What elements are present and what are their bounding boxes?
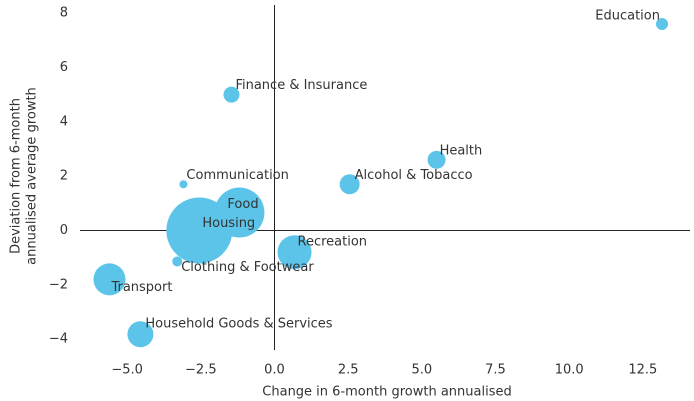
y-tick-label: 2 — [60, 169, 68, 184]
point-label: Health — [440, 143, 483, 158]
bubble — [179, 180, 188, 189]
point-label: Recreation — [298, 235, 368, 250]
x-axis-label: Change in 6-month growth annualised — [262, 385, 511, 400]
x-tick-label: 2.5 — [338, 363, 359, 378]
y-axis-label: Deviation from 6-month — [9, 98, 24, 254]
y-tick-label: 0 — [60, 223, 68, 238]
x-tick-label: −2.5 — [185, 363, 217, 378]
x-tick-label: 12.5 — [628, 363, 657, 378]
x-tick-label: 0.0 — [264, 363, 285, 378]
point-label: Household Goods & Services — [145, 317, 332, 332]
x-tick-label: 7.5 — [485, 363, 506, 378]
point-label: Clothing & Footwear — [181, 260, 314, 275]
bubble — [427, 150, 446, 169]
point-label: Finance & Insurance — [235, 78, 367, 93]
bubble — [339, 174, 360, 195]
point-label: Education — [595, 9, 660, 24]
y-tick-label: 4 — [60, 114, 68, 129]
y-tick-label: −2 — [49, 277, 68, 292]
y-tick-label: 8 — [60, 6, 68, 21]
bubble — [166, 197, 233, 264]
bubble — [223, 86, 240, 103]
bubble — [93, 263, 126, 296]
bubble — [172, 256, 183, 267]
bubble — [127, 321, 154, 348]
x-tick-label: 10.0 — [555, 363, 584, 378]
x-tick-label: 5.0 — [411, 363, 432, 378]
y-tick-label: 6 — [60, 60, 68, 75]
y-tick-label: −4 — [49, 332, 68, 347]
point-label: Transport — [110, 280, 172, 295]
point-label: Food — [227, 197, 258, 212]
point-label: Alcohol & Tobacco — [355, 168, 473, 183]
y-axis-label: annualised average growth — [25, 87, 40, 265]
bubble — [277, 235, 312, 270]
point-label: Housing — [202, 216, 255, 231]
x-tick-label: −5.0 — [111, 363, 143, 378]
point-label: Communication — [186, 168, 288, 183]
bubble — [656, 18, 669, 31]
